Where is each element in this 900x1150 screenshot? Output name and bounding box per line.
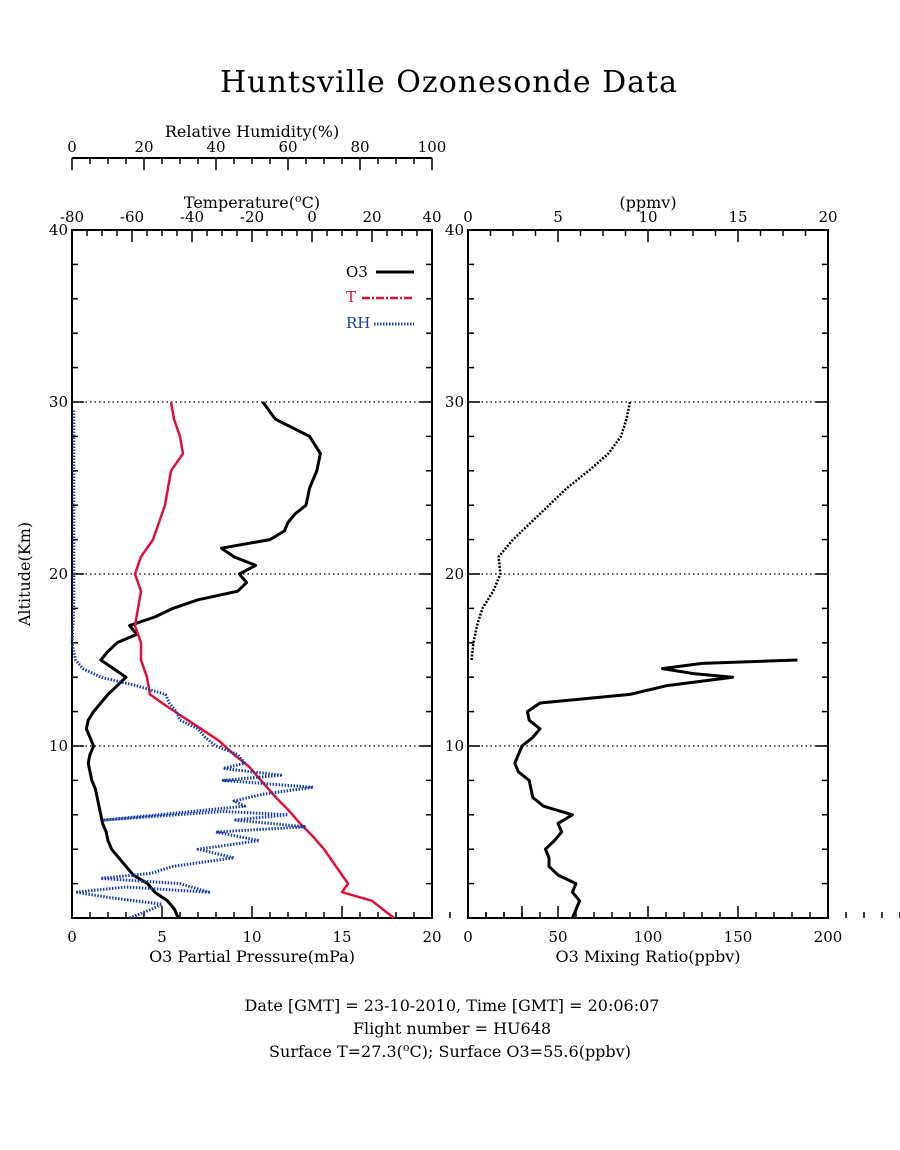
legend-o3-label: O3	[346, 263, 368, 281]
footer-surface-values: Surface T=27.3(oC); Surface O3=55.6(ppbv…	[269, 1041, 631, 1061]
o3-mixing-ratio-ppmv-line	[470, 401, 632, 661]
y-tick-label: 30	[49, 393, 68, 411]
top-x-tick-label: 20	[818, 208, 837, 226]
x-tick-label: 150	[724, 928, 753, 946]
o3-partial-pressure-line	[84, 401, 322, 919]
footer-info: Date [GMT] = 23-10-2010, Time [GMT] = 20…	[245, 996, 660, 1061]
right-x-axis-label: O3 Mixing Ratio(ppbv)	[555, 947, 740, 966]
top-x-tick-label: 5	[553, 208, 563, 226]
right-ticks	[467, 229, 900, 919]
humidity-axis-ticks: 0 20 40 60 80 100	[67, 138, 446, 170]
x-tick-label: 5	[157, 928, 167, 946]
humidity-axis-label: Relative Humidity(%)	[165, 122, 339, 141]
top-x-tick-label: 40	[422, 208, 441, 226]
x-tick-label: 100	[634, 928, 663, 946]
y-tick-label: 10	[49, 737, 68, 755]
left-tick-labels: 10 20 30 40 0 5 10 15 20 -80 -60 -40 -20 0 20 40	[49, 208, 442, 946]
top-x-tick-label: 15	[728, 208, 747, 226]
footer-flight-number: Flight number = HU648	[353, 1019, 551, 1038]
top-x-tick-label: -60	[120, 208, 144, 226]
right-gridlines	[468, 401, 828, 747]
humidity-tick-label: 60	[278, 138, 297, 156]
top-x-tick-label: 0	[463, 208, 473, 226]
y-tick-label: 20	[49, 565, 68, 583]
x-tick-label: 200	[814, 928, 843, 946]
temperature-axis-label: Temperature(oC)	[184, 192, 320, 212]
y-tick-label: 40	[445, 221, 464, 239]
x-tick-label: 20	[422, 928, 441, 946]
chart-title: Huntsville Ozonesonde Data	[220, 65, 678, 100]
top-x-tick-label: 20	[362, 208, 381, 226]
y-tick-label: 30	[445, 393, 464, 411]
humidity-tick-label: 40	[206, 138, 225, 156]
top-x-tick-label: -20	[240, 208, 264, 226]
x-tick-label: 15	[332, 928, 351, 946]
y-tick-label: 20	[445, 565, 464, 583]
left-ticks	[71, 229, 523, 919]
x-tick-label: 0	[463, 928, 473, 946]
x-tick-label: 0	[67, 928, 77, 946]
top-x-tick-label: -80	[60, 208, 84, 226]
humidity-tick-label: 0	[67, 138, 77, 156]
humidity-line	[70, 410, 315, 920]
y-tick-label: 10	[445, 737, 464, 755]
left-x-axis-label: O3 Partial Pressure(mPa)	[149, 947, 355, 966]
legend-t-label: T	[346, 288, 356, 306]
x-tick-label: 10	[242, 928, 261, 946]
top-x-tick-label: 0	[307, 208, 317, 226]
temperature-line	[133, 401, 395, 919]
top-x-tick-label: 10	[638, 208, 657, 226]
humidity-tick-label: 100	[418, 138, 447, 156]
y-axis-label: Altitude(Km)	[15, 522, 34, 627]
legend: O3 T RH	[346, 263, 414, 332]
top-x-tick-label: -40	[180, 208, 204, 226]
x-tick-label: 50	[548, 928, 567, 946]
right-series	[470, 401, 798, 919]
y-tick-label: 40	[49, 221, 68, 239]
o3-mixing-ratio-line	[513, 658, 798, 919]
left-series	[70, 401, 395, 920]
footer-date-time: Date [GMT] = 23-10-2010, Time [GMT] = 20…	[245, 996, 660, 1015]
ppmv-axis-label: (ppmv)	[619, 193, 676, 212]
humidity-tick-label: 20	[134, 138, 153, 156]
left-gridlines	[72, 401, 432, 747]
legend-rh-label: RH	[346, 314, 370, 332]
humidity-tick-label: 80	[350, 138, 369, 156]
